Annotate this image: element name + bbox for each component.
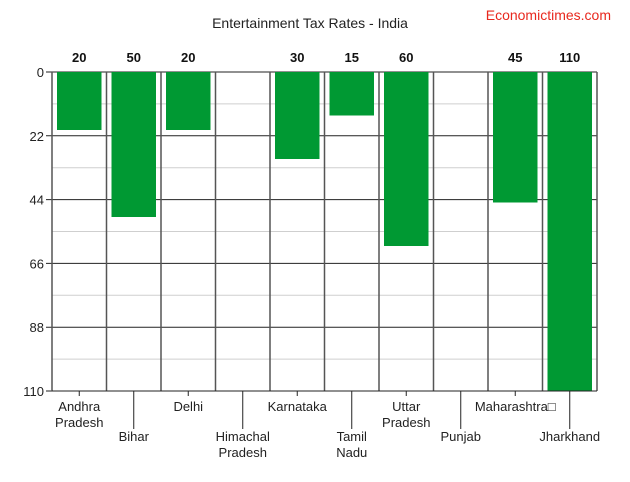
- data-label: 110: [559, 50, 580, 65]
- data-label: 20: [181, 50, 195, 65]
- bar: [111, 72, 156, 217]
- x-tick-label: Jharkhand: [539, 429, 600, 444]
- y-tick-label: 66: [30, 256, 44, 271]
- bar: [57, 72, 102, 130]
- x-tick-label: Maharashtra□: [475, 399, 556, 414]
- bars: [57, 72, 592, 391]
- bar: [384, 72, 429, 246]
- y-tick-label: 110: [23, 384, 44, 399]
- data-label: 60: [399, 50, 413, 65]
- chart-title: Entertainment Tax Rates - India: [212, 15, 408, 31]
- x-tick-label: Pradesh: [382, 415, 430, 430]
- x-tick-label: Bihar: [119, 429, 150, 444]
- y-tick-label: 0: [37, 65, 44, 80]
- bar: [275, 72, 320, 159]
- bar: [329, 72, 374, 116]
- source-label: Economictimes.com: [486, 7, 611, 23]
- x-tick-label: Punjab: [441, 429, 481, 444]
- data-label: 45: [508, 50, 522, 65]
- x-tick-label: Delhi: [173, 399, 203, 414]
- category-dividers: [51, 72, 598, 391]
- y-tick-label: 44: [30, 193, 44, 208]
- data-label: 15: [345, 50, 359, 65]
- x-tick-label: Himachal: [216, 429, 270, 444]
- data-label: 30: [290, 50, 304, 65]
- data-label: 50: [127, 50, 141, 65]
- x-tick-label: Andhra: [58, 399, 101, 414]
- y-tick-label: 88: [30, 320, 44, 335]
- x-axis: AndhraPradeshBiharDelhiHimachalPradeshKa…: [52, 390, 600, 460]
- x-tick-label: Tamil: [337, 429, 367, 444]
- x-tick-label: Pradesh: [55, 415, 103, 430]
- x-tick-label: Karnataka: [268, 399, 328, 414]
- data-label: 20: [72, 50, 86, 65]
- x-tick-label: Uttar: [392, 399, 421, 414]
- value-labels: 20 50 20 30 15 60 45 110: [72, 50, 580, 65]
- bar: [493, 72, 538, 203]
- bar: [166, 72, 211, 130]
- y-tick-label: 22: [30, 129, 44, 144]
- y-axis: 0 22 44 66 88 110: [23, 65, 44, 399]
- x-tick-label: Nadu: [336, 445, 367, 460]
- bar: [547, 72, 592, 391]
- x-tick-label: Pradesh: [219, 445, 267, 460]
